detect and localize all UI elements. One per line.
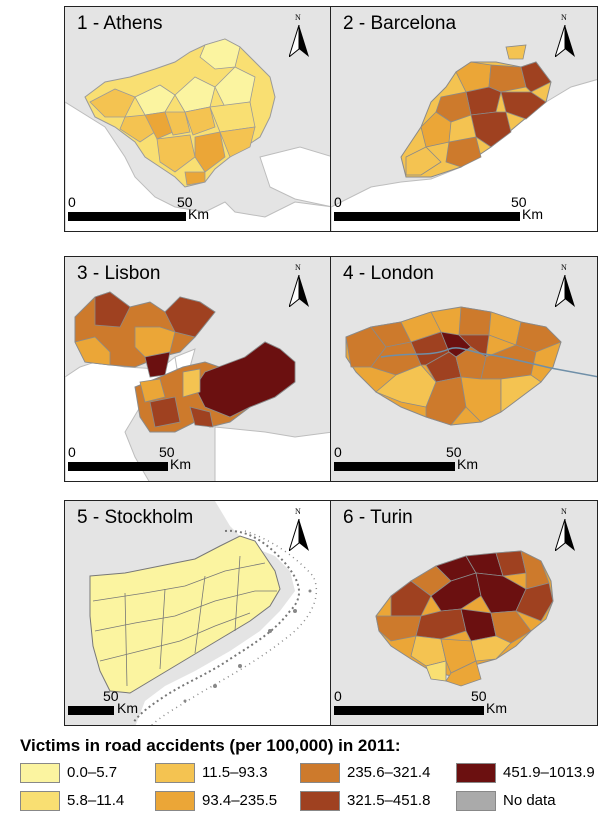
panel-title: 3 - Lisbon [77, 263, 161, 284]
legend-swatch [20, 791, 60, 811]
north-arrow-icon: N [555, 13, 575, 59]
scale-end: 50 [103, 688, 119, 704]
scale-end: 50 [177, 194, 193, 210]
scale-start: 0 [334, 688, 342, 704]
scale-start: 0 [68, 444, 76, 460]
panel-title: 2 - Barcelona [343, 13, 457, 34]
athens-map [65, 38, 331, 231]
legend-label: 5.8–11.4 [67, 792, 125, 809]
scale-unit: Km [486, 700, 507, 716]
legend-swatch [456, 791, 496, 811]
legend-label: No data [503, 792, 556, 809]
legend-label: 451.9–1013.9 [503, 764, 595, 781]
scale-bar-line [68, 212, 186, 221]
barcelona-map [331, 44, 597, 231]
scale-unit: Km [117, 700, 138, 716]
legend-swatch [155, 791, 195, 811]
scale-end: 50 [511, 194, 527, 210]
map-panel-london: 4 - London N 0 50 Km [330, 256, 598, 482]
north-label: N [561, 263, 567, 272]
north-label: N [561, 13, 567, 22]
map-panel-barcelona: 2 - Barcelona N 0 50 Km [330, 6, 598, 232]
legend-swatch [300, 791, 340, 811]
legend-label: 321.5–451.8 [347, 792, 431, 809]
north-arrow-icon: N [555, 507, 575, 553]
scale-unit: Km [188, 206, 209, 222]
north-label: N [295, 507, 301, 516]
legend-label: 235.6–321.4 [347, 764, 431, 781]
north-label: N [295, 263, 301, 272]
panel-title: 4 - London [343, 263, 434, 284]
legend-title: Victims in road accidents (per 100,000) … [20, 736, 401, 755]
north-arrow-icon: N [289, 13, 309, 59]
lisbon-map [65, 291, 331, 481]
scale-unit: Km [522, 206, 543, 222]
scale-bar-line [334, 706, 484, 715]
map-panel-athens: 1 - Athens N 0 50 Km [64, 6, 332, 232]
scale-bar-line [334, 212, 520, 221]
scale-bar-line [68, 462, 168, 471]
scale-unit: Km [457, 456, 478, 472]
map-panel-stockholm: 5 - Stockholm N 50 Km [64, 500, 332, 726]
legend-swatch [456, 763, 496, 783]
panel-title: 1 - Athens [77, 13, 163, 34]
panel-title: 5 - Stockholm [77, 507, 194, 528]
legend-label: 11.5–93.3 [202, 764, 268, 781]
legend-swatch [20, 763, 60, 783]
turin-map [375, 550, 554, 687]
scale-end: 50 [159, 444, 175, 460]
north-label: N [295, 13, 301, 22]
scale-unit: Km [170, 456, 191, 472]
north-arrow-icon: N [289, 263, 309, 309]
north-arrow-icon: N [289, 507, 309, 553]
legend-label: 93.4–235.5 [202, 792, 278, 809]
stockholm-map [89, 501, 331, 725]
legend-swatch [155, 763, 195, 783]
london-map [345, 306, 597, 426]
panel-title: 6 - Turin [343, 507, 413, 528]
scale-start: 0 [68, 194, 76, 210]
scale-bar-line [68, 706, 114, 715]
scale-end: 50 [446, 444, 462, 460]
north-arrow-icon: N [555, 263, 575, 309]
map-panel-lisbon: 3 - Lisbon N 0 50 Km [64, 256, 332, 482]
scale-start: 0 [334, 444, 342, 460]
legend-swatch [300, 763, 340, 783]
scale-end: 50 [471, 688, 487, 704]
scale-start: 0 [334, 194, 342, 210]
scale-bar-line [334, 462, 455, 471]
legend-label: 0.0–5.7 [67, 764, 118, 781]
north-label: N [561, 507, 567, 516]
map-panel-turin: 6 - Turin N 0 50 Km [330, 500, 598, 726]
